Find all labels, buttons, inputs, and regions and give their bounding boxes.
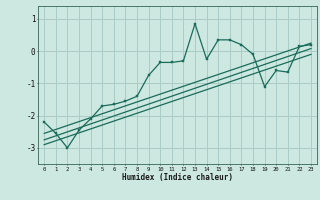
X-axis label: Humidex (Indice chaleur): Humidex (Indice chaleur) <box>122 173 233 182</box>
